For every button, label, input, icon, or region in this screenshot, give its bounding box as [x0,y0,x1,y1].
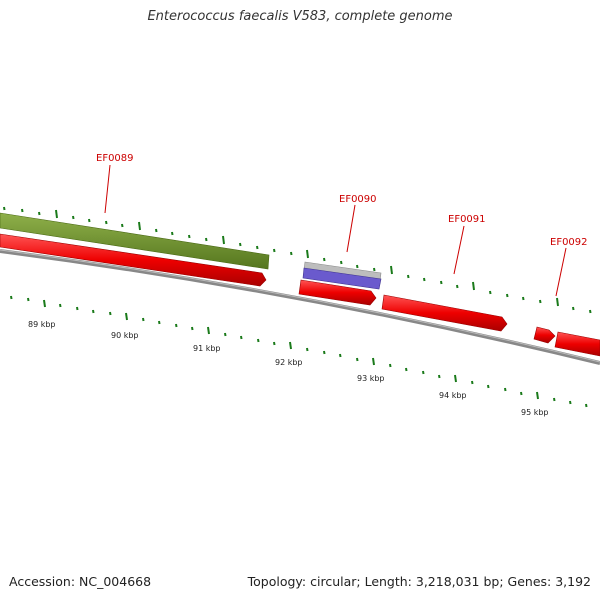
gene-label-ef0091[interactable]: EF0091 [448,214,486,225]
cds-arrow-ef0089[interactable] [0,233,267,287]
map-title: Enterococcus faecalis V583, complete gen… [147,9,453,24]
outer-tick-track [3,206,592,314]
gene-label-ef0090[interactable]: EF0090 [339,194,377,205]
cds-arrow-next[interactable] [554,331,600,357]
tick-label-90kbp: 90 kbp [111,331,139,340]
green-feature-ef0089[interactable] [0,212,270,270]
accession-text: Accession: NC_004668 [9,574,152,589]
genome-summary-text: Topology: circular; Length: 3,218,031 bp… [247,574,591,589]
gene-label-ef0089[interactable]: EF0089 [96,153,134,164]
cds-arrow-ef0092[interactable] [533,326,556,344]
tick-label-91kbp: 91 kbp [193,344,221,353]
tick-label-94kbp: 94 kbp [439,391,467,400]
gene-label-ef0092[interactable]: EF0092 [550,237,588,248]
genome-backbone [0,249,600,365]
gene-label-leaders [104,164,567,297]
tick-label-93kbp: 93 kbp [357,374,385,383]
cds-arrow-ef0091[interactable] [381,294,508,332]
cds-arrow-ef0090[interactable] [298,279,377,306]
tick-label-92kbp: 92 kbp [275,358,303,367]
tick-label-89kbp: 89 kbp [28,320,56,329]
purple-feature-ef0090[interactable] [302,267,382,290]
tick-label-95kbp: 95 kbp [521,408,549,417]
inner-tick-track [10,295,588,408]
